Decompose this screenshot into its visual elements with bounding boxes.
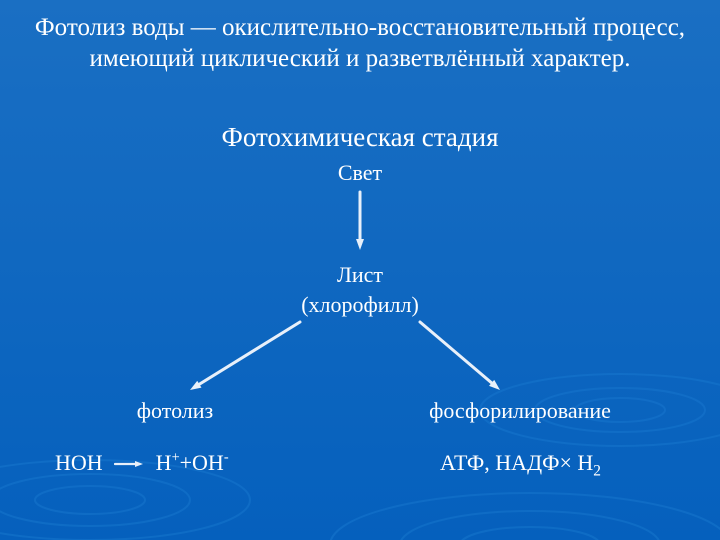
reaction-arrow-icon — [114, 458, 144, 470]
formula-rhs: H++OH- — [156, 450, 229, 475]
formula-lhs: HOH — [55, 450, 103, 475]
formula-photolysis: HOH H++OH- — [55, 450, 229, 476]
formula-phosphorylation: АТФ, НАДФ× Н2 — [440, 450, 601, 476]
